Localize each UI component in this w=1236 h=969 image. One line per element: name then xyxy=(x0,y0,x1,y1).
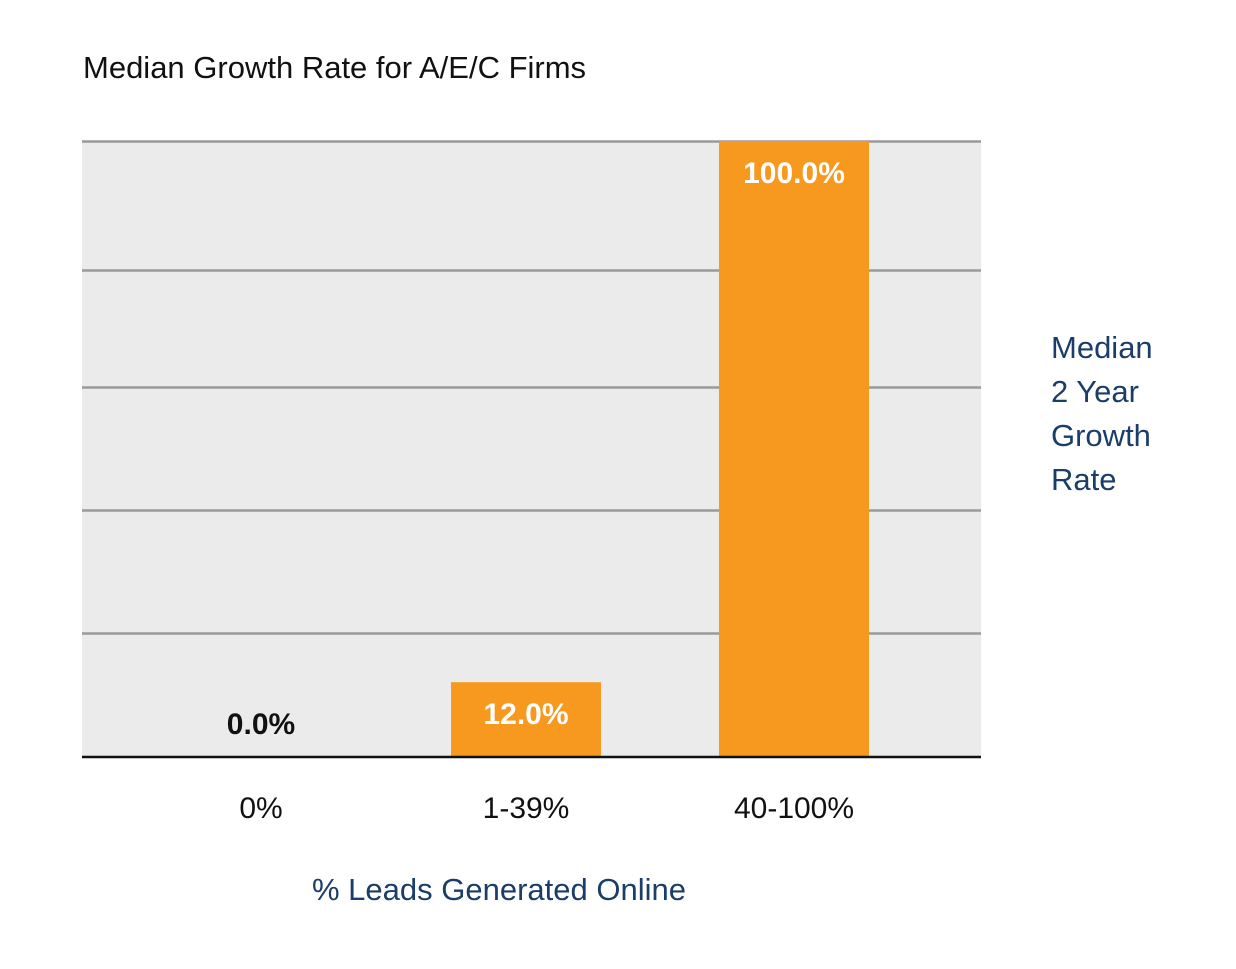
y-axis-title: Median 2 Year Growth Rate xyxy=(1051,326,1221,502)
bars xyxy=(451,141,869,756)
bar xyxy=(451,682,601,756)
x-tick-label: 0% xyxy=(239,792,282,825)
x-tick-label: 40-100% xyxy=(734,792,854,825)
data-labels: 0.0% 12.0% 100.0% xyxy=(227,157,845,741)
data-label: 100.0% xyxy=(743,157,845,190)
chart-title: Median Growth Rate for A/E/C Firms xyxy=(83,50,587,85)
x-tick-labels: 0% 1-39% 40-100% xyxy=(239,792,854,825)
bar xyxy=(719,141,869,756)
data-label: 12.0% xyxy=(483,698,568,731)
x-tick-label: 1-39% xyxy=(483,792,570,825)
y-axis-title-line: 2 Year xyxy=(1051,374,1139,409)
x-axis-title: % Leads Generated Online xyxy=(312,872,686,907)
y-axis-title-line: Rate xyxy=(1051,462,1117,497)
data-label: 0.0% xyxy=(227,708,295,741)
y-axis-title-line: Growth xyxy=(1051,418,1151,453)
y-axis-title-line: Median xyxy=(1051,330,1153,365)
